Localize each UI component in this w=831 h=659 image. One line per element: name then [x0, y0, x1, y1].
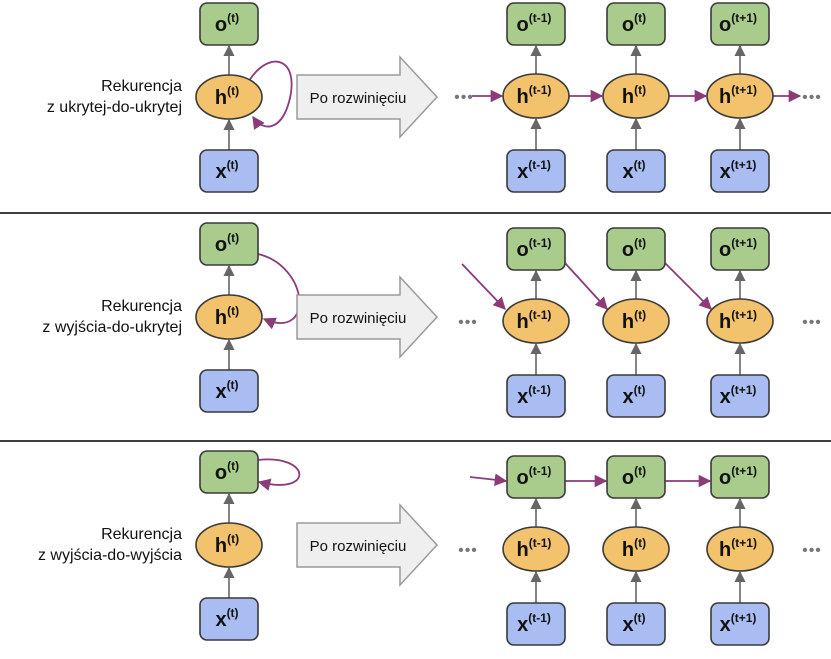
output-node-step-0 — [506, 2, 566, 46]
output-node-step-1 — [606, 2, 666, 46]
input-node-label: x(t+1) — [720, 158, 757, 183]
input-node-folded — [199, 149, 259, 193]
hidden-node-label: h(t+1) — [719, 308, 757, 333]
hidden-node-step-0 — [502, 526, 570, 572]
input-node-step-1 — [606, 149, 666, 193]
output-node-step-2 — [710, 227, 770, 271]
section-title-line2: z wyjścia-do-wyjścia — [38, 547, 182, 564]
hidden-node-step-2 — [706, 73, 774, 119]
section-title-line2: z wyjścia-do-ukrytej — [42, 319, 182, 336]
input-node-step-0 — [506, 149, 566, 193]
output-node-step-2 — [710, 455, 770, 499]
input-node-label: x(t) — [622, 158, 645, 183]
unfold-label: Po rozwinięciu — [310, 538, 407, 555]
section-title-line2: z ukrytej-do-ukrytej — [47, 99, 182, 116]
output-node-step-0 — [506, 227, 566, 271]
output-node-label: o(t+1) — [719, 464, 757, 489]
input-node-step-1 — [606, 374, 666, 418]
hidden-node-label: h(t) — [215, 84, 239, 109]
hidden-node-step-1 — [602, 298, 670, 344]
hidden-node-label: h(t-1) — [517, 536, 552, 561]
output-node-step-0 — [506, 455, 566, 499]
hidden-node-label: h(t) — [622, 308, 646, 333]
input-node-label: x(t-1) — [517, 158, 551, 183]
unfold-arrow — [296, 275, 439, 359]
input-node-label: x(t) — [622, 383, 645, 408]
input-node-step-1 — [606, 602, 666, 646]
output-node-label: o(t+1) — [719, 236, 757, 261]
ellipsis-right: ••• — [802, 542, 822, 559]
unfold-label: Po rozwinięciu — [310, 90, 407, 107]
output-to-hidden-loop-arrow — [257, 253, 301, 330]
section-title-line1: Rekurencja — [101, 526, 182, 543]
output-self-loop-arrow — [257, 458, 301, 491]
hidden-node-label: h(t+1) — [719, 536, 757, 561]
hidden-node-folded — [195, 74, 263, 120]
recurrence-arrow — [564, 262, 608, 310]
output-node-label: o(t) — [215, 11, 239, 36]
output-node-label: o(t-1) — [517, 236, 552, 261]
section-title-line1: Rekurencja — [101, 298, 182, 315]
output-node-folded — [199, 450, 259, 494]
ellipsis-left: ••• — [454, 89, 474, 106]
output-node-step-2 — [710, 2, 770, 46]
ellipsis-right: ••• — [802, 314, 822, 331]
hidden-node-folded — [195, 294, 263, 340]
hidden-node-step-0 — [502, 298, 570, 344]
input-node-step-0 — [506, 374, 566, 418]
hidden-node-label: h(t) — [622, 536, 646, 561]
input-node-folded — [199, 597, 259, 641]
hidden-node-step-1 — [602, 526, 670, 572]
output-node-label: o(t) — [622, 11, 646, 36]
hidden-node-step-2 — [706, 526, 774, 572]
hidden-self-loop-arrow — [248, 60, 293, 130]
input-node-label: x(t-1) — [517, 611, 551, 636]
hidden-node-label: h(t) — [215, 532, 239, 557]
input-node-step-2 — [710, 149, 770, 193]
ellipsis-left: ••• — [458, 314, 478, 331]
input-node-step-2 — [710, 602, 770, 646]
input-node-label: x(t) — [215, 378, 238, 403]
input-node-label: x(t) — [215, 606, 238, 631]
input-node-label: x(t+1) — [720, 383, 757, 408]
output-node-label: o(t-1) — [517, 11, 552, 36]
hidden-node-label: h(t-1) — [517, 83, 552, 108]
input-node-folded — [199, 369, 259, 413]
unfold-arrow — [296, 55, 439, 139]
hidden-node-label: h(t) — [215, 304, 239, 329]
unfold-label: Po rozwinięciu — [310, 310, 407, 327]
recurrence-arrow-in — [461, 263, 506, 310]
output-node-label: o(t) — [622, 236, 646, 261]
ellipsis-right: ••• — [802, 89, 822, 106]
input-node-step-2 — [710, 374, 770, 418]
hidden-node-label: h(t) — [622, 83, 646, 108]
output-node-folded — [199, 2, 259, 46]
input-node-label: x(t) — [622, 611, 645, 636]
hidden-node-label: h(t-1) — [517, 308, 552, 333]
output-node-step-1 — [606, 455, 666, 499]
output-node-label: o(t-1) — [517, 464, 552, 489]
hidden-node-step-1 — [602, 73, 670, 119]
recurrence-arrow — [664, 262, 712, 310]
ellipsis-left: ••• — [458, 542, 478, 559]
recurrence-arrow-in — [469, 473, 508, 487]
section-title-line1: Rekurencja — [101, 78, 182, 95]
input-node-label: x(t-1) — [517, 383, 551, 408]
input-node-label: x(t) — [215, 158, 238, 183]
output-node-label: o(t) — [215, 459, 239, 484]
hidden-node-step-2 — [706, 298, 774, 344]
input-node-step-0 — [506, 602, 566, 646]
output-node-label: o(t+1) — [719, 11, 757, 36]
hidden-node-step-0 — [502, 73, 570, 119]
output-node-label: o(t) — [622, 464, 646, 489]
output-node-step-1 — [606, 227, 666, 271]
hidden-node-folded — [195, 522, 263, 568]
hidden-node-label: h(t+1) — [719, 83, 757, 108]
output-node-label: o(t) — [215, 231, 239, 256]
unfold-arrow — [296, 503, 439, 587]
output-node-folded — [199, 222, 259, 266]
input-node-label: x(t+1) — [720, 611, 757, 636]
